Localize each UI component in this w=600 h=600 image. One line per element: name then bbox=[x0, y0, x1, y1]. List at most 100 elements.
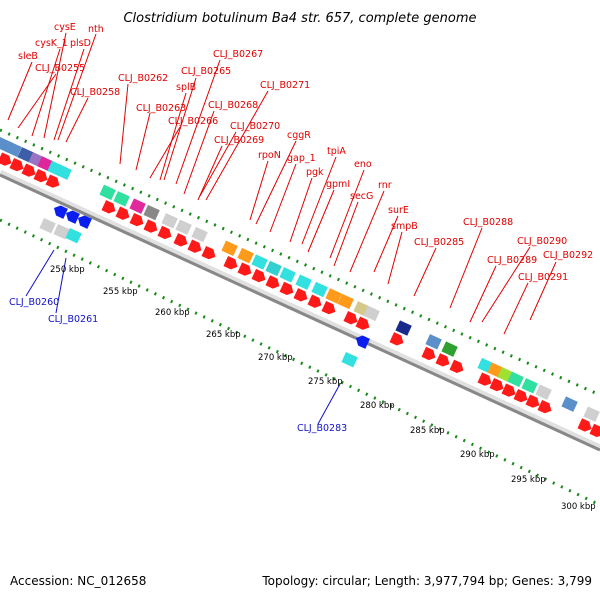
leader-line bbox=[175, 59, 221, 185]
gene-arrow bbox=[489, 377, 504, 392]
scale-label-255: 255 kbp bbox=[103, 287, 138, 297]
gene-label-CLJ_B0271: CLJ_B0271 bbox=[260, 80, 310, 91]
cog-block bbox=[425, 334, 442, 350]
gene-arrow bbox=[513, 388, 528, 403]
leader-line bbox=[373, 215, 399, 273]
cog-block bbox=[65, 228, 82, 244]
gene-label-plsD: plsD bbox=[70, 38, 91, 49]
cog-block bbox=[341, 352, 358, 368]
scale-label-260: 260 kbp bbox=[155, 308, 190, 318]
gene-label-eno: eno bbox=[354, 159, 372, 170]
cog-block bbox=[521, 378, 538, 394]
gene-arrow bbox=[577, 418, 592, 432]
cog-block bbox=[337, 293, 354, 310]
gene-arrow bbox=[477, 372, 492, 386]
gene-label-sleB: sleB bbox=[18, 51, 38, 62]
cog-block bbox=[161, 213, 178, 229]
gene-label-CLJ_B0291: CLJ_B0291 bbox=[518, 272, 568, 283]
forward-strand-genes bbox=[0, 152, 600, 438]
gene-arrow bbox=[45, 174, 60, 188]
leader-line bbox=[449, 227, 483, 309]
scale-label-300: 300 kbp bbox=[561, 502, 596, 512]
gene-arrow bbox=[307, 294, 322, 308]
label-leader-lines bbox=[7, 32, 557, 425]
gene-arrow bbox=[129, 212, 144, 227]
gene-label-CLJ_B0283: CLJ_B0283 bbox=[297, 423, 347, 434]
cog-block bbox=[561, 396, 578, 412]
gene-label-smpB: smpB bbox=[391, 221, 418, 232]
gene-label-cggR: cggR bbox=[287, 130, 311, 141]
gene-arrow bbox=[237, 262, 252, 276]
gene-arrow bbox=[66, 210, 80, 224]
scale-label-285: 285 kbp bbox=[410, 426, 445, 436]
scale-label-275: 275 kbp bbox=[308, 377, 343, 387]
leader-line bbox=[481, 246, 531, 323]
gene-arrow bbox=[187, 239, 202, 253]
accession-text: Accession: NC_012658 bbox=[10, 574, 146, 588]
gene-label-cysE: cysE bbox=[54, 22, 76, 33]
reverse-gene-labels: CLJ_B0260 CLJ_B0261 CLJ_B0283 bbox=[9, 297, 347, 434]
cog-block bbox=[191, 226, 208, 243]
scale-label-250: 250 kbp bbox=[50, 265, 85, 275]
cog-block bbox=[251, 254, 268, 270]
map-title: Clostridium botulinum Ba4 str. 657, comp… bbox=[123, 11, 476, 26]
leader-line bbox=[205, 90, 269, 201]
cog-block bbox=[265, 260, 282, 277]
gene-label-cysK_1: cysK_1 bbox=[35, 38, 68, 49]
leader-line bbox=[199, 131, 237, 197]
scale-label-290: 290 kbp bbox=[460, 450, 495, 460]
leader-line bbox=[31, 48, 61, 137]
cog-block bbox=[175, 219, 192, 235]
gene-arrow bbox=[0, 152, 12, 166]
gene-label-CLJ_B0285: CLJ_B0285 bbox=[414, 237, 464, 248]
forward-strand-cog-blocks bbox=[0, 137, 600, 422]
leader-line bbox=[135, 112, 151, 171]
leader-line bbox=[349, 190, 385, 273]
scale-label-295: 295 kbp bbox=[511, 475, 546, 485]
cog-block bbox=[39, 218, 56, 234]
gene-arrow bbox=[525, 394, 540, 408]
gene-arrow bbox=[53, 205, 68, 219]
gene-label-CLJ_B0263: CLJ_B0263 bbox=[136, 103, 186, 114]
gene-arrow bbox=[9, 157, 24, 172]
leader-line bbox=[269, 163, 297, 233]
leader-line bbox=[149, 126, 181, 179]
gene-label-CLJ_B0258: CLJ_B0258 bbox=[70, 87, 120, 98]
gene-arrow bbox=[143, 219, 158, 233]
gene-arrow bbox=[223, 256, 238, 270]
leader-line bbox=[503, 282, 529, 335]
genome-backbone bbox=[0, 169, 600, 452]
gene-arrow bbox=[33, 168, 48, 183]
gene-arrow bbox=[501, 383, 516, 397]
leader-line bbox=[387, 231, 403, 285]
gene-arrow bbox=[251, 268, 266, 283]
cog-block bbox=[53, 223, 70, 240]
reverse-strand-cog-blocks bbox=[39, 218, 358, 368]
gene-label-gpmI: gpmI bbox=[326, 179, 350, 190]
gene-arrow bbox=[293, 288, 308, 302]
cog-block bbox=[55, 164, 72, 180]
cog-block bbox=[129, 198, 146, 214]
gene-arrow bbox=[101, 200, 116, 214]
gene-label-secG: secG bbox=[350, 191, 373, 202]
gene-arrow bbox=[389, 332, 404, 346]
leader-line bbox=[307, 189, 335, 253]
cog-block bbox=[507, 371, 524, 388]
leader-line bbox=[317, 383, 341, 425]
cog-block bbox=[311, 281, 328, 298]
leader-line bbox=[289, 177, 313, 243]
cog-block bbox=[441, 341, 458, 357]
gene-label-pgk: pgk bbox=[306, 167, 324, 178]
leader-line bbox=[469, 265, 497, 323]
gene-label-CLJ_B0260: CLJ_B0260 bbox=[9, 297, 59, 308]
leader-line bbox=[413, 247, 437, 297]
gene-label-CLJ_B0266: CLJ_B0266 bbox=[168, 116, 218, 127]
leader-line bbox=[65, 97, 89, 143]
cog-block bbox=[325, 288, 342, 304]
gene-label-gap_1: gap_1 bbox=[287, 153, 316, 164]
gene-label-CLJ_B0265: CLJ_B0265 bbox=[181, 66, 231, 77]
leader-line bbox=[163, 77, 197, 181]
gene-arrow bbox=[201, 245, 216, 260]
leader-line bbox=[333, 201, 359, 267]
gene-label-surE: surE bbox=[388, 205, 409, 216]
